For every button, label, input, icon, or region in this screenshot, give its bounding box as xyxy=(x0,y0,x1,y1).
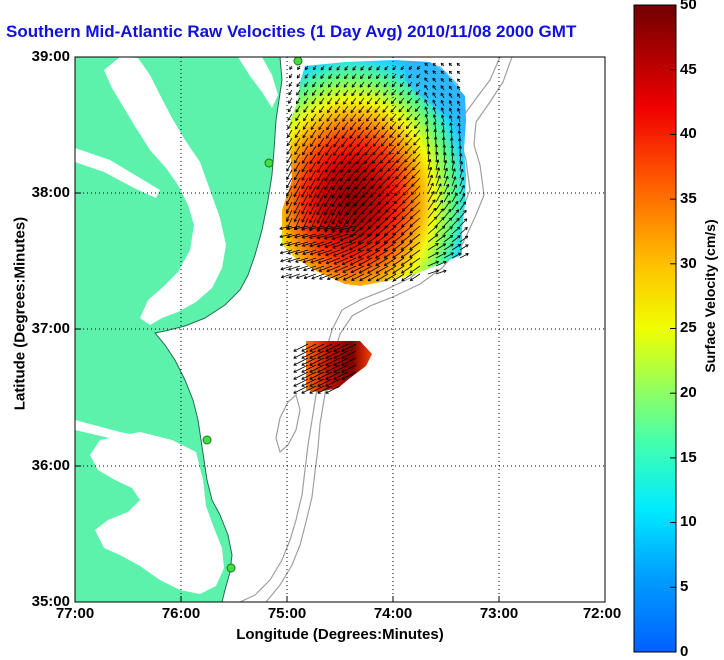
velocity-vector-head xyxy=(392,92,393,95)
colorbar-tick-label: 40 xyxy=(680,125,697,142)
velocity-vector-head xyxy=(374,127,375,130)
y-tick-label: 39:00 xyxy=(18,48,70,65)
velocity-vector-head xyxy=(390,126,391,129)
x-tick-label: 77:00 xyxy=(45,605,105,622)
velocity-vector-head xyxy=(381,152,382,155)
velocity-vector-head xyxy=(435,208,436,211)
colorbar-tick-label: 5 xyxy=(680,578,688,595)
velocity-vector-head xyxy=(390,118,391,121)
velocity-vector-head xyxy=(384,84,385,87)
velocity-vector-head xyxy=(401,67,402,70)
velocity-vector-head xyxy=(382,118,383,121)
velocity-vector-head xyxy=(400,84,401,87)
colorbar-tick-label: 45 xyxy=(680,61,697,78)
velocity-vector-head xyxy=(373,152,374,155)
velocity-vector-head xyxy=(382,135,383,138)
colorbar-tick-label: 0 xyxy=(680,643,688,660)
velocity-vector-head xyxy=(373,144,374,147)
velocity-vector-head xyxy=(466,210,467,213)
velocity-vector-head xyxy=(443,209,444,212)
radar-station xyxy=(294,57,302,65)
colorbar-tick-label: 20 xyxy=(680,384,697,401)
x-tick-label: 72:00 xyxy=(572,605,632,622)
velocity-vector-head xyxy=(374,135,375,138)
velocity-vector-head xyxy=(458,210,459,213)
velocity-vector-head xyxy=(364,161,365,164)
velocity-vector-head xyxy=(381,143,382,146)
velocity-vector-head xyxy=(375,101,376,104)
radar-station xyxy=(227,564,235,572)
colorbar-tick-label: 15 xyxy=(680,449,697,466)
colorbar-tick-label: 30 xyxy=(680,255,697,272)
velocity-vector-head xyxy=(391,101,392,104)
colorbar-tick-label: 50 xyxy=(680,0,697,13)
velocity-vector-head xyxy=(382,126,383,129)
x-axis-label: Longitude (Degrees:Minutes) xyxy=(75,626,605,643)
colorbar-tick-label: 10 xyxy=(680,513,697,530)
velocity-vector-head xyxy=(400,92,401,95)
colorbar-tick-label: 25 xyxy=(680,319,697,336)
velocity-vector-head xyxy=(409,67,410,70)
radar-station xyxy=(265,159,273,167)
y-axis-label: Latitude (Degrees:Minutes) xyxy=(12,214,29,414)
chart-title: Southern Mid-Atlantic Raw Velocities (1 … xyxy=(6,22,576,42)
velocity-vector-head xyxy=(372,160,373,163)
velocity-vector-head xyxy=(451,209,452,212)
velocity-vector-head xyxy=(375,110,376,113)
x-tick-label: 75:00 xyxy=(257,605,317,622)
y-tick-label: 36:00 xyxy=(18,457,70,474)
x-tick-label: 73:00 xyxy=(469,605,529,622)
velocity-vector-head xyxy=(384,92,385,95)
velocity-vector-head xyxy=(399,101,400,104)
velocity-vector-head xyxy=(383,109,384,112)
velocity-vector-head xyxy=(374,118,375,121)
colorbar-label: Surface Velocity (cm/s) xyxy=(702,186,718,406)
colorbar xyxy=(634,5,676,652)
velocity-vector-head xyxy=(409,75,410,78)
x-tick-label: 74:00 xyxy=(363,605,423,622)
velocity-vector-head xyxy=(391,109,392,112)
x-tick-label: 76:00 xyxy=(151,605,211,622)
velocity-vector-head xyxy=(383,101,384,104)
velocity-vector-head xyxy=(384,76,385,79)
velocity-vector-head xyxy=(364,169,365,172)
velocity-vector-head xyxy=(401,75,402,78)
radar-station xyxy=(203,436,211,444)
velocity-vector-head xyxy=(385,67,386,70)
y-tick-label: 38:00 xyxy=(18,184,70,201)
colorbar-tick-label: 35 xyxy=(680,190,697,207)
